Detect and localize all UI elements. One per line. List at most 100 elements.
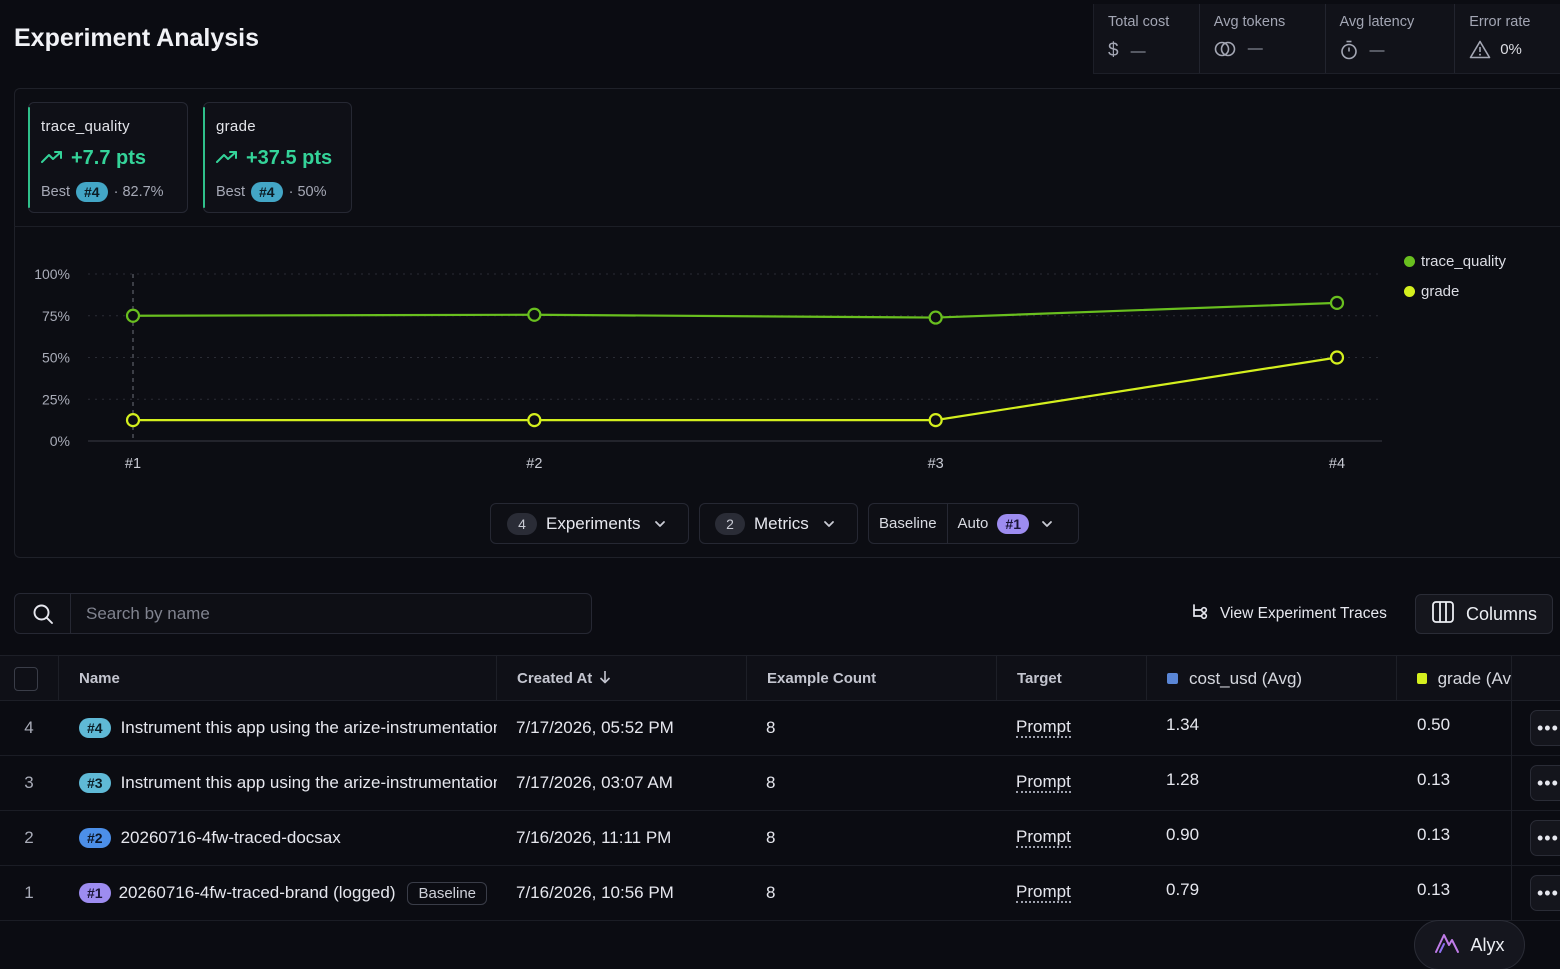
row-actions-button[interactable]: ••• — [1530, 710, 1560, 746]
experiment-name-cell[interactable]: #2 20260716-4fw-traced-docsax — [79, 811, 497, 865]
traces-icon — [1190, 603, 1208, 626]
table-row[interactable]: 2 #2 20260716-4fw-traced-docsax 7/16/202… — [0, 811, 1560, 866]
row-actions-button[interactable]: ••• — [1530, 765, 1560, 801]
experiment-name-cell[interactable]: #3 Instrument this app using the arize-i… — [79, 756, 497, 810]
target-label: Prompt — [1016, 772, 1071, 793]
baseline-select[interactable]: Baseline Auto #1 — [868, 503, 1079, 544]
row-index: 2 — [24, 828, 34, 847]
baseline-badge: Baseline — [407, 881, 488, 905]
data-point — [928, 413, 943, 428]
card-accent — [203, 107, 205, 208]
grade-value: 0.13 — [1417, 825, 1451, 844]
row-actions-button[interactable]: ••• — [1530, 820, 1560, 856]
target-link[interactable]: Prompt — [1016, 701, 1071, 755]
created-at: 7/17/2026, 03:07 AM — [516, 773, 673, 792]
row-index: 4 — [24, 718, 34, 737]
dollar-icon: $ — [1108, 40, 1119, 61]
best-label: Best — [216, 184, 246, 200]
target-link[interactable]: Prompt — [1016, 756, 1071, 810]
experiment-name: 20260716-4fw-traced-docsax — [120, 828, 341, 847]
target-link[interactable]: Prompt — [1016, 811, 1071, 865]
stat-error-rate: Error rate 0% — [1455, 4, 1560, 73]
header-label: Created At — [517, 670, 593, 687]
experiment-name: Instrument this app using the arize-inst… — [120, 773, 497, 792]
stat-avg-latency: Avg latency — — [1326, 4, 1456, 73]
column-header-cost[interactable]: cost_usd (Avg) — [1147, 656, 1397, 701]
example-count: 8 — [766, 773, 776, 792]
row-actions-button[interactable]: ••• — [1530, 875, 1560, 911]
data-point — [527, 307, 542, 322]
cost-value: 0.79 — [1166, 880, 1200, 899]
row-index: 1 — [24, 883, 34, 902]
legend-label: trace_quality — [1421, 252, 1507, 270]
stat-value: — — [1247, 40, 1263, 57]
chevron-down-icon — [654, 515, 666, 533]
chart-series — [125, 295, 1345, 428]
y-tick-label: 25% — [42, 391, 70, 407]
experiment-name-cell[interactable]: #4 Instrument this app using the arize-i… — [79, 701, 497, 755]
more-icon: ••• — [1537, 882, 1559, 903]
search-icon — [15, 594, 71, 633]
y-tick-label: 100% — [34, 266, 70, 282]
table-row[interactable]: 1 #1 20260716-4fw-traced-brand (logged) … — [0, 866, 1560, 921]
columns-button[interactable]: Columns — [1415, 594, 1553, 634]
best-value: · 50% — [288, 184, 327, 200]
experiment-name: Instrument this app using the arize-inst… — [120, 718, 497, 737]
stat-label: Total cost — [1108, 14, 1170, 30]
grade-value: 0.50 — [1417, 715, 1451, 734]
column-header-name[interactable]: Name — [59, 656, 497, 701]
target-link[interactable]: Prompt — [1016, 866, 1071, 920]
column-divider — [1511, 655, 1512, 920]
metric-best: Best #4 · 82.7% — [41, 182, 164, 202]
metric-card-trace-quality[interactable]: trace_quality +7.7 pts Best #4 · 82.7% — [28, 102, 188, 213]
created-at: 7/17/2026, 05:52 PM — [516, 718, 674, 737]
metrics-select[interactable]: 2 Metrics — [699, 503, 858, 544]
experiment-tag: #4 — [251, 182, 283, 202]
table-header: Name Created At Example Count Target cos… — [0, 655, 1560, 701]
select-all-cell — [0, 656, 59, 701]
column-header-target[interactable]: Target — [997, 656, 1147, 701]
baseline-experiment-tag: #1 — [997, 513, 1029, 534]
best-value: · 82.7% — [113, 184, 164, 200]
alyx-assistant-button[interactable]: Alyx — [1414, 920, 1525, 969]
more-icon: ••• — [1537, 827, 1559, 848]
summary-stats: Total cost $ — Avg tokens — Avg latency … — [1093, 4, 1560, 74]
column-header-created-at[interactable]: Created At — [497, 656, 747, 701]
column-header-example-count[interactable]: Example Count — [747, 656, 997, 701]
legend-item-trace-quality[interactable]: trace_quality — [1404, 246, 1506, 276]
x-tick-label: #2 — [526, 456, 542, 472]
panel-divider — [14, 226, 1560, 227]
grade-value: 0.13 — [1417, 770, 1451, 789]
target-label: Prompt — [1016, 827, 1071, 848]
stat-value: — — [1130, 42, 1146, 60]
experiment-name-cell[interactable]: #1 20260716-4fw-traced-brand (logged) Ba… — [79, 866, 497, 920]
cost-value: 1.28 — [1166, 770, 1200, 789]
experiments-select[interactable]: 4 Experiments — [490, 503, 689, 544]
series-line-trace-quality — [132, 301, 1338, 319]
stopwatch-icon — [1340, 40, 1358, 60]
metric-name: grade — [216, 118, 256, 135]
data-point — [125, 413, 141, 428]
example-count: 8 — [766, 883, 776, 902]
select-all-checkbox[interactable] — [14, 666, 38, 691]
legend-swatch — [1404, 285, 1415, 297]
table-row[interactable]: 3 #3 Instrument this app using the arize… — [0, 756, 1560, 811]
legend-item-grade[interactable]: grade — [1404, 276, 1506, 306]
created-at: 7/16/2026, 10:56 PM — [516, 883, 674, 902]
metric-card-grade[interactable]: grade +37.5 pts Best #4 · 50% — [203, 102, 352, 213]
view-experiment-traces-button[interactable]: View Experiment Traces — [1190, 600, 1387, 628]
metrics-count: 2 — [715, 512, 745, 535]
columns-label: Columns — [1465, 603, 1538, 624]
data-point — [125, 308, 141, 323]
table-row[interactable]: 4 #4 Instrument this app using the arize… — [0, 701, 1560, 756]
chevron-down-icon — [1041, 515, 1053, 533]
experiments-count: 4 — [507, 512, 537, 535]
columns-icon — [1431, 600, 1455, 629]
x-tick-label: #1 — [125, 456, 141, 472]
metric-delta: +7.7 pts — [41, 147, 146, 170]
more-icon: ••• — [1537, 717, 1559, 738]
y-tick-label: 0% — [50, 433, 70, 449]
search-input[interactable] — [71, 594, 591, 633]
column-header-grade[interactable]: grade (Av — [1397, 656, 1512, 701]
metric-delta-value: +7.7 pts — [71, 147, 147, 169]
